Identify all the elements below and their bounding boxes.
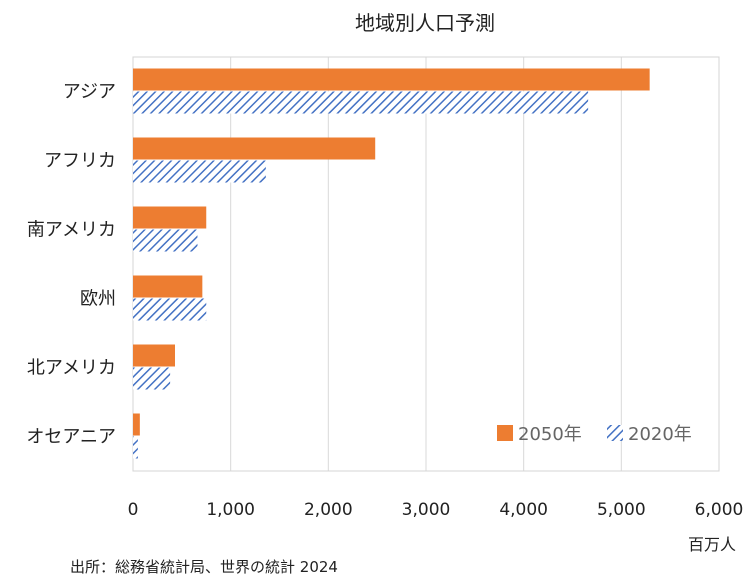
x-tick-label: 4,000 <box>499 500 548 520</box>
chart-title: 地域別人口予測 <box>355 11 495 35</box>
bar-2050 <box>133 68 650 91</box>
x-tick-label: 3,000 <box>402 500 451 520</box>
legend: 2050年 2020年 <box>497 424 692 445</box>
category-label: 欧州 <box>80 289 116 310</box>
category-label: オセアニア <box>26 427 116 448</box>
gridlines <box>230 57 622 471</box>
x-tick-label: 1,000 <box>206 500 255 520</box>
legend-swatch-2050 <box>497 425 513 441</box>
source-note: 出所：総務省統計局、世界の統計 2024 <box>70 558 338 576</box>
bar-2050 <box>133 206 207 229</box>
bar-2020 <box>133 160 266 183</box>
x-tick-label: 5,000 <box>597 500 646 520</box>
x-axis-unit-label: 百万人 <box>688 535 736 554</box>
bar-2020 <box>133 367 171 390</box>
plot-area-border <box>132 56 720 472</box>
bar-2050 <box>133 344 175 367</box>
legend-swatch-2020 <box>607 425 623 441</box>
category-label: アフリカ <box>44 151 116 172</box>
category-label: 北アメリカ <box>27 358 116 379</box>
bar-2020 <box>133 229 198 252</box>
bar-2050 <box>133 275 203 298</box>
category-label: 南アメリカ <box>27 220 116 241</box>
x-tick-label: 6,000 <box>695 500 744 520</box>
legend-label-2020: 2020年 <box>628 424 692 445</box>
bar-2020 <box>133 298 207 321</box>
x-tick-label: 2,000 <box>304 500 353 520</box>
x-tick-label: 0 <box>128 500 139 520</box>
bar-2020 <box>133 436 138 459</box>
legend-label-2050: 2050年 <box>518 424 582 445</box>
category-label: アジア <box>63 82 116 103</box>
bars <box>133 68 650 459</box>
bar-2020 <box>133 91 589 114</box>
x-tick-labels: 0 1,000 2,000 3,000 4,000 5,000 6,000 <box>128 500 744 520</box>
bar-2050 <box>133 413 140 436</box>
bar-2050 <box>133 137 376 160</box>
